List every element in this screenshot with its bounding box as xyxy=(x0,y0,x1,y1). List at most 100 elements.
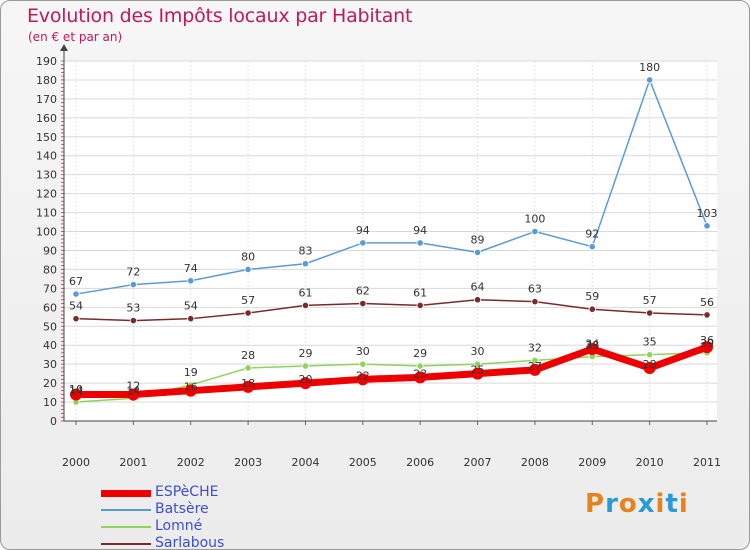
legend-swatch-sarlabous xyxy=(101,543,151,545)
series-line-batsre xyxy=(75,79,708,295)
data-point-batsre xyxy=(129,280,137,289)
data-point-batsre xyxy=(473,248,482,256)
data-label-batsre: 89 xyxy=(471,233,485,246)
y-tick-label: 0 xyxy=(50,415,57,428)
series-layer xyxy=(70,76,713,406)
logo-letter: x xyxy=(637,489,656,519)
x-tick-label: 2000 xyxy=(62,456,90,469)
x-tick-label: 2005 xyxy=(349,456,377,469)
data-label-batsre: 103 xyxy=(697,207,718,220)
legend-label-sarlabous: Sarlabous xyxy=(155,535,225,550)
x-tick-label: 2006 xyxy=(406,456,434,469)
data-point-lomn xyxy=(416,362,424,370)
data-point-espche xyxy=(528,363,541,376)
data-label-lomn: 36 xyxy=(700,334,714,347)
data-point-sarlabous xyxy=(416,301,424,310)
logo-letter: t xyxy=(665,489,679,519)
data-label-batsre: 72 xyxy=(126,266,140,279)
legend-label-lomne: Lomné xyxy=(155,518,203,534)
y-tick-label: 190 xyxy=(36,55,57,68)
data-label-sarlabous: 63 xyxy=(528,283,542,296)
data-label-sarlabous: 54 xyxy=(69,300,83,313)
series-line-espche xyxy=(72,343,711,398)
data-label-batsre: 92 xyxy=(585,228,599,241)
data-label-sarlabous: 64 xyxy=(471,281,485,294)
logo-letter: i xyxy=(678,489,689,519)
data-label-lomn: 12 xyxy=(126,379,140,392)
data-label-sarlabous: 62 xyxy=(356,285,370,298)
data-label-lomn: 10 xyxy=(69,383,83,396)
y-tick-label: 160 xyxy=(36,112,57,125)
x-tick-label: 2009 xyxy=(578,456,606,469)
data-label-batsre: 67 xyxy=(69,275,83,288)
y-tick-label: 60 xyxy=(43,301,57,314)
x-tick-label: 2008 xyxy=(521,456,549,469)
data-point-espche xyxy=(299,377,312,390)
data-point-lomn xyxy=(359,360,367,368)
data-point-lomn xyxy=(244,364,252,372)
data-label-lomn: 30 xyxy=(356,345,370,358)
data-point-sarlabous xyxy=(244,309,252,317)
data-label-sarlabous: 56 xyxy=(700,296,714,309)
y-tick-label: 10 xyxy=(43,396,57,409)
data-label-batsre: 100 xyxy=(524,213,545,226)
x-tick-label: 2004 xyxy=(291,456,319,469)
data-label-sarlabous: 57 xyxy=(643,294,657,307)
y-tick-label: 50 xyxy=(43,320,57,333)
data-label-sarlabous: 54 xyxy=(184,300,198,313)
plot-area xyxy=(64,61,717,421)
data-point-espche xyxy=(643,361,656,374)
logo-letter: o xyxy=(618,489,638,519)
data-label-espche: 18 xyxy=(241,377,255,390)
data-point-batsre xyxy=(531,227,539,236)
legend-swatch-espeche xyxy=(101,490,151,497)
data-point-sarlabous xyxy=(473,296,482,304)
data-point-sarlabous xyxy=(531,298,539,306)
x-tick-label: 2002 xyxy=(177,456,205,469)
data-label-batsre: 83 xyxy=(298,245,312,258)
data-label-lomn: 34 xyxy=(585,338,599,351)
data-label-batsre: 94 xyxy=(356,224,370,237)
logo-letter: i xyxy=(655,489,666,519)
data-label-espche: 16 xyxy=(184,381,198,394)
data-point-sarlabous xyxy=(359,299,367,308)
data-label-espche: 39 xyxy=(700,337,714,350)
data-point-sarlabous xyxy=(588,305,596,313)
data-point-batsre xyxy=(416,239,424,247)
data-label-batsre: 74 xyxy=(184,262,198,275)
data-point-lomn xyxy=(473,360,482,368)
y-tick-label: 170 xyxy=(36,93,57,106)
y-tick-label: 140 xyxy=(36,150,57,163)
x-tick-label: 2007 xyxy=(464,456,492,469)
data-label-espche: 22 xyxy=(356,369,370,382)
data-point-sarlabous xyxy=(129,316,137,325)
x-tick-label: 2010 xyxy=(636,456,664,469)
logo-letter: P xyxy=(585,489,606,519)
data-point-batsre xyxy=(359,239,367,247)
axis-layer: 0 10 20 30 40 50 60 70 80 90 100 110 120 130 140 150 160… xyxy=(36,44,721,469)
legend-label-batsere: Batsère xyxy=(155,501,209,517)
legend-swatch-lomne xyxy=(101,526,151,528)
y-tick-label: 180 xyxy=(36,74,57,87)
y-tick-label: 150 xyxy=(36,131,57,144)
data-point-espche xyxy=(471,367,484,380)
data-label-espche: 14 xyxy=(69,384,83,397)
y-tick-label: 100 xyxy=(36,226,57,239)
data-point-espche xyxy=(70,388,82,401)
data-label-sarlabous: 61 xyxy=(413,286,427,299)
data-label-sarlabous: 53 xyxy=(126,302,140,315)
data-point-espche xyxy=(127,388,140,401)
y-tick-label: 110 xyxy=(36,207,57,220)
y-axis-arrow xyxy=(60,44,68,51)
data-point-lomn xyxy=(301,362,310,370)
x-tick-label: 2001 xyxy=(119,456,147,469)
data-point-batsre xyxy=(72,290,80,298)
data-point-batsre xyxy=(301,260,310,268)
legend-swatch-batsere xyxy=(101,509,151,511)
data-label-espche: 38 xyxy=(585,339,599,352)
data-label-espche: 23 xyxy=(413,367,427,380)
data-label-lomn: 32 xyxy=(528,341,542,354)
data-point-espche xyxy=(242,380,255,393)
